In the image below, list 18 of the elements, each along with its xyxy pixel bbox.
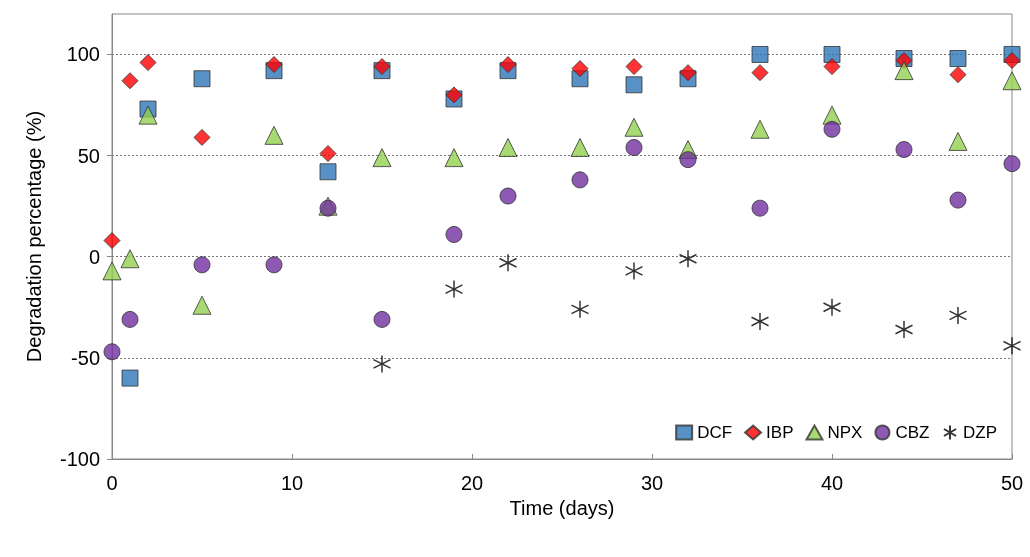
- x-tick-label: 50: [1000, 472, 1024, 494]
- x-tick-label: 40: [820, 472, 844, 494]
- legend-label: DCF: [697, 423, 733, 442]
- legend-label: IBP: [766, 423, 794, 442]
- y-tick-label: 50: [77, 144, 100, 167]
- y-tick-label: 100: [66, 43, 100, 66]
- legend-label: CBZ: [895, 423, 930, 442]
- legend-label: NPX: [827, 423, 863, 442]
- y-tick-label: -100: [59, 448, 100, 470]
- x-axis-title: Time (days): [509, 496, 615, 519]
- x-tick-label: 30: [640, 472, 664, 494]
- y-tick-label: -50: [71, 346, 100, 369]
- y-axis-title: Degradation percentage (%): [23, 110, 45, 363]
- legend-label: DZP: [963, 423, 997, 442]
- x-tick-label: 0: [106, 472, 118, 494]
- x-tick-label: 10: [280, 472, 304, 494]
- y-tick-label: 0: [88, 245, 100, 268]
- x-tick-label: 20: [460, 472, 484, 494]
